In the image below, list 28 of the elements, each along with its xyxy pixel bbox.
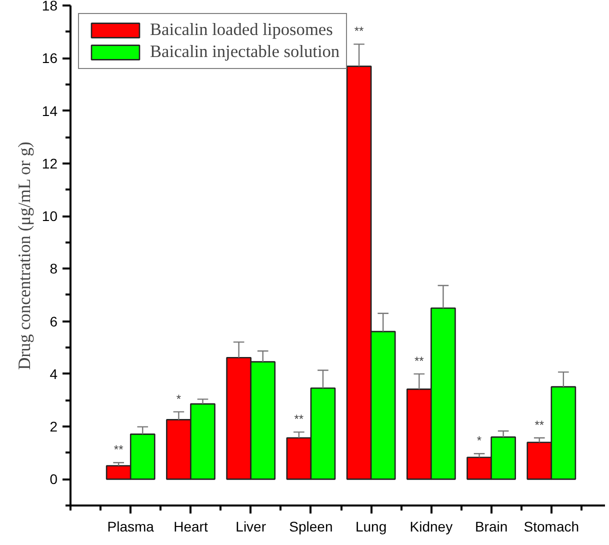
y-tick-label: 4: [50, 366, 58, 382]
x-tick-label: Liver: [236, 518, 266, 534]
annotation: **: [414, 354, 424, 368]
legend-label: Baicalin loaded liposomes: [150, 20, 333, 40]
x-tick-label: Plasma: [107, 518, 154, 534]
annotation: *: [176, 392, 182, 406]
x-tick-label: Lung: [355, 518, 387, 534]
y-tick-label: 0: [50, 471, 58, 488]
annotation: **: [534, 418, 544, 432]
x-tick-label: Brain: [474, 518, 508, 534]
y-tick-label: 18: [42, 0, 58, 14]
y-axis-title: Drug concentration (μg/mL or g): [14, 142, 34, 370]
annotation: *: [476, 434, 482, 448]
x-tick-label: Heart: [174, 518, 208, 534]
y-tick-label: 8: [50, 260, 58, 277]
y-tick-label: 6: [50, 313, 58, 330]
y-tick-label: 10: [42, 208, 58, 224]
x-tick-label: Kidney: [410, 518, 453, 534]
y-tick-label: 14: [42, 102, 58, 119]
x-tick-label: Spleen: [289, 518, 333, 534]
annotation: **: [114, 442, 124, 457]
legend-label: Baicalin injectable solution: [150, 42, 340, 62]
y-tick-label: 2: [50, 418, 58, 435]
annotation: **: [294, 412, 304, 426]
y-tick-label: 16: [42, 50, 58, 66]
y-tick-label: 12: [42, 155, 58, 172]
x-tick-label: Stomach: [524, 518, 580, 534]
annotation: **: [354, 24, 364, 38]
